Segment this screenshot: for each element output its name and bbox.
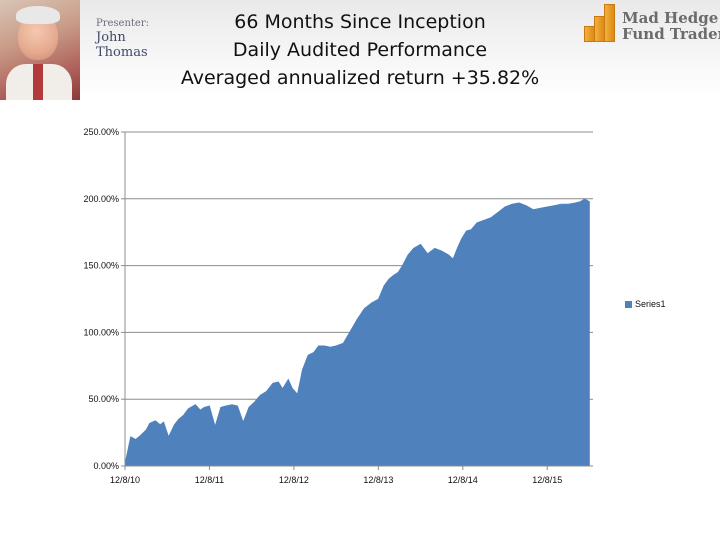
presenter-name: John Thomas <box>96 30 148 60</box>
y-tick-label: 50.00% <box>88 394 119 404</box>
legend-swatch <box>625 300 632 308</box>
y-tick-label: 100.00% <box>83 327 119 337</box>
x-tick-label: 12/8/10 <box>110 475 140 485</box>
x-tick-label: 12/8/14 <box>448 475 478 485</box>
presenter-label: Presenter: <box>96 18 150 29</box>
y-tick-label: 150.00% <box>83 261 119 271</box>
title-line-3: Averaged annualized return +35.82% <box>180 67 540 89</box>
company-logo: Mad Hedge Fund Trader <box>580 0 720 50</box>
logo-bar <box>604 4 615 42</box>
logo-line-2: Fund Trader <box>622 25 720 43</box>
x-tick-label: 12/8/12 <box>279 475 309 485</box>
title-line-2: Daily Audited Performance <box>232 39 488 61</box>
x-tick-label: 12/8/11 <box>195 475 224 485</box>
presenter-banner: Presenter: John Thomas <box>0 0 180 100</box>
presenter-hair <box>16 6 60 24</box>
x-tick-label: 12/8/13 <box>363 475 393 485</box>
x-tick-label: 12/8/15 <box>532 475 562 485</box>
chart-tick-labels: 0.00% 50.00% 100.00% 150.00% 200.00% 250.00% 1… <box>83 127 562 485</box>
presenter-photo <box>0 0 80 100</box>
y-tick-label: 200.00% <box>83 194 119 204</box>
chart-legend: Series1 <box>625 299 666 309</box>
chart-series-area <box>124 198 590 467</box>
chart-axes <box>121 131 593 470</box>
slide-title: 66 Months Since Inception Daily Audited … <box>150 8 570 92</box>
y-tick-label: 0.00% <box>93 461 119 471</box>
title-line-1: 66 Months Since Inception <box>234 11 486 33</box>
series-area <box>124 198 590 467</box>
legend-label: Series1 <box>635 299 666 309</box>
y-tick-label: 250.00% <box>83 127 119 137</box>
logo-text: Mad Hedge Fund Trader <box>622 10 720 42</box>
logo-line-1: Mad Hedge <box>622 9 719 27</box>
presenter-tie <box>33 64 43 100</box>
